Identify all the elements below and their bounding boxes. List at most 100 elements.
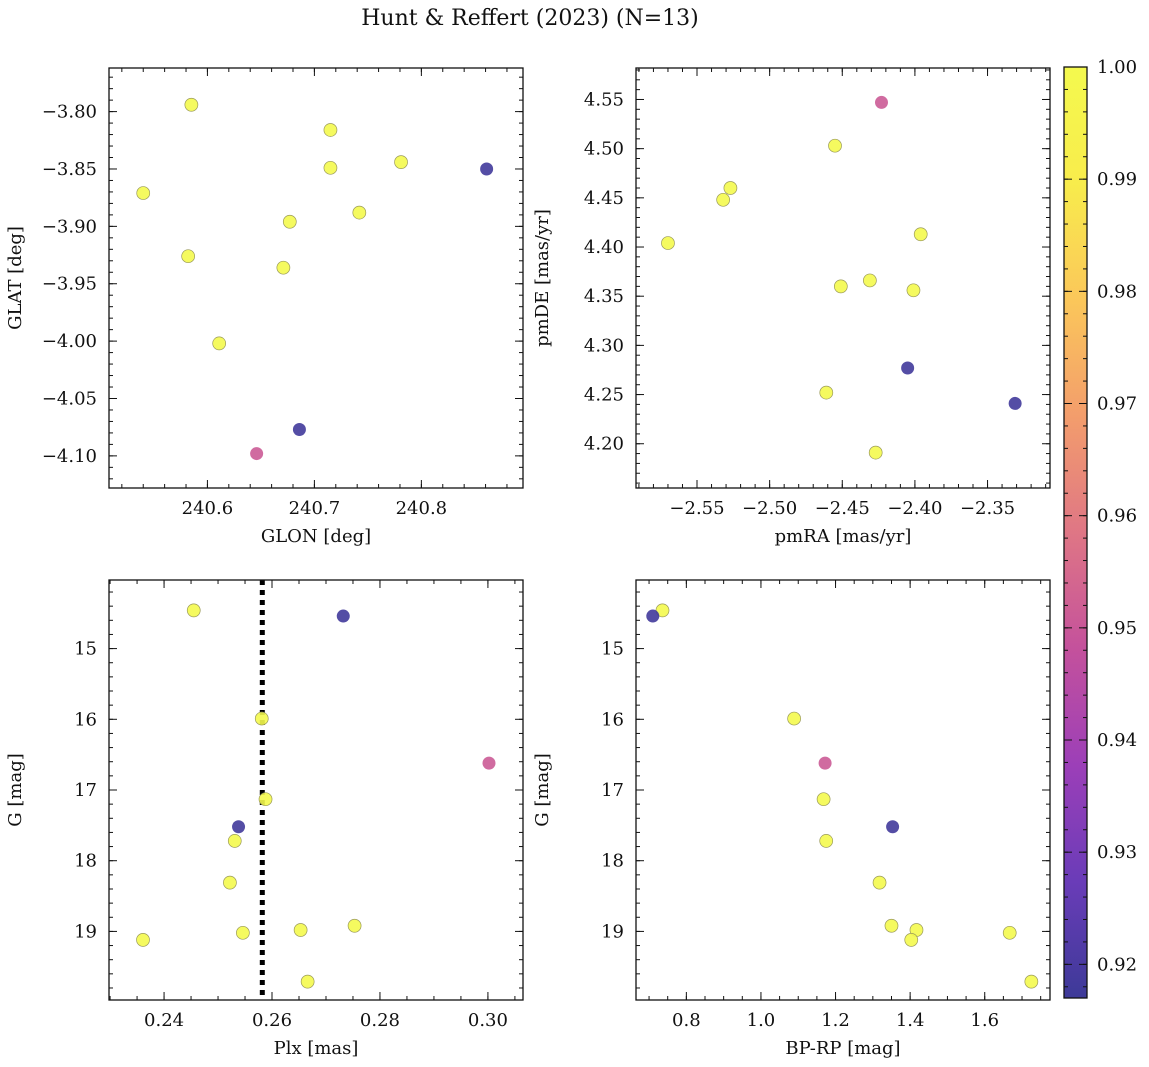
data-point [913, 227, 928, 242]
data-point [293, 923, 308, 937]
y-tick-label: 18 [74, 851, 97, 872]
data-point [276, 260, 291, 275]
ticks-plx [109, 580, 523, 1000]
data-point [833, 279, 848, 294]
y-tick-label: −3.90 [42, 216, 97, 237]
x-tick-label: 0.28 [360, 1010, 400, 1031]
x-tick-label: 240.8 [396, 498, 448, 519]
data-point [816, 792, 831, 807]
y-tick-label: 4.50 [584, 139, 624, 160]
y-tick-label: 19 [74, 921, 97, 942]
points-sky [136, 97, 494, 461]
y-tick-label: 4.35 [584, 286, 624, 307]
data-point [258, 792, 273, 807]
axes-frame-plx [108, 579, 524, 1001]
x-tick-label: 240.7 [289, 498, 341, 519]
data-point [181, 249, 196, 264]
data-point [254, 711, 269, 726]
data-point [904, 933, 919, 947]
data-point [723, 181, 738, 195]
data-point [292, 422, 306, 436]
y-tick-label: 18 [601, 851, 624, 872]
data-point [1024, 974, 1039, 989]
data-point [352, 205, 367, 220]
data-point [1002, 925, 1017, 940]
x-tick-label: −2.40 [887, 498, 942, 519]
data-point [480, 162, 494, 176]
data-point [136, 186, 151, 200]
colorbar-tick-label: 0.93 [1097, 842, 1137, 863]
data-point [223, 875, 237, 890]
data-point [828, 138, 842, 153]
points-plx [136, 603, 496, 989]
axes-frame-pm [635, 67, 1051, 489]
y-tick-label: 16 [74, 709, 97, 730]
y-tick-label: −4.00 [42, 331, 97, 352]
y-axis-label: G [mag] [5, 753, 26, 826]
y-tick-label: 17 [74, 780, 97, 801]
colorbar-tick-label: 0.98 [1097, 281, 1137, 302]
data-point [394, 155, 408, 169]
data-point [227, 834, 242, 848]
data-point [819, 834, 834, 848]
data-point [282, 214, 297, 229]
x-tick-label: 0.30 [468, 1010, 508, 1031]
y-tick-label: −3.95 [42, 274, 97, 295]
y-tick-label: 4.20 [584, 434, 624, 455]
x-tick-label: 0.26 [252, 1010, 292, 1031]
y-tick-label: −4.05 [42, 388, 97, 409]
data-point [906, 283, 921, 298]
y-tick-label: 15 [601, 639, 624, 660]
y-tick-label: 19 [601, 921, 624, 942]
y-tick-label: 17 [601, 780, 624, 801]
x-axis-label: BP-RP [mag] [785, 1038, 900, 1059]
y-tick-label: 4.40 [584, 237, 624, 258]
panel-sky: 240.6 240.7 240.8 −3.80 −3.85 −3.90 −3.95 −4.00… [5, 67, 524, 547]
colorbar-gradient [1064, 67, 1087, 998]
data-point [1008, 396, 1022, 410]
data-point [872, 875, 887, 890]
x-tick-label: 1.6 [970, 1010, 999, 1031]
panels: 240.6 240.7 240.8 −3.80 −3.85 −3.90 −3.95 −4.00… [5, 67, 1051, 1059]
colorbar-tick-label: 0.95 [1097, 618, 1137, 639]
panel-plx: 0.24 0.26 0.28 0.30 15 16 17 18 19 Plx [mas] G [ma… [5, 579, 524, 1059]
x-tick-label: 240.6 [182, 498, 234, 519]
x-tick-label: −2.45 [815, 498, 870, 519]
panel-cmd: 0.8 1.0 1.2 1.4 1.6 15 16 17 18 19 BP-RP [mag] G [m… [532, 579, 1051, 1059]
y-tick-label: 4.45 [584, 188, 624, 209]
data-point [661, 236, 675, 250]
x-tick-label: −2.50 [742, 498, 797, 519]
x-axis-label: Plx [mas] [274, 1038, 359, 1059]
data-point [646, 609, 660, 623]
x-tick-label: 1.4 [896, 1010, 925, 1031]
data-point [323, 160, 338, 175]
data-point [250, 447, 264, 461]
data-point [901, 361, 915, 375]
data-point [886, 820, 900, 834]
colorbar-tick-label: 0.97 [1097, 394, 1137, 415]
y-tick-label: −3.85 [42, 159, 97, 180]
colorbar-tick-label: 0.99 [1097, 169, 1137, 190]
data-point [347, 918, 362, 933]
x-axis-label: GLON [deg] [261, 526, 371, 547]
data-point [819, 385, 834, 400]
data-point [300, 974, 315, 989]
data-point [232, 820, 246, 834]
data-point [787, 711, 801, 726]
y-axis-label: GLAT [deg] [5, 226, 26, 330]
data-point [874, 95, 888, 109]
x-tick-label: 1.2 [821, 1010, 850, 1031]
y-axis-label: pmDE [mas/yr] [532, 209, 553, 347]
data-point [336, 609, 350, 623]
data-point [868, 445, 883, 460]
axes-frame-sky [108, 67, 524, 489]
colorbar-frame [1063, 66, 1088, 999]
x-tick-label: −2.55 [669, 498, 724, 519]
x-tick-label: 1.0 [747, 1010, 776, 1031]
ticks-pm [636, 68, 1050, 488]
colorbar: 0.92 0.93 0.94 0.95 0.96 0.97 0.98 0.99 1.00 [1063, 57, 1137, 999]
data-point [863, 273, 877, 288]
data-point [818, 756, 832, 770]
data-point [186, 603, 201, 618]
